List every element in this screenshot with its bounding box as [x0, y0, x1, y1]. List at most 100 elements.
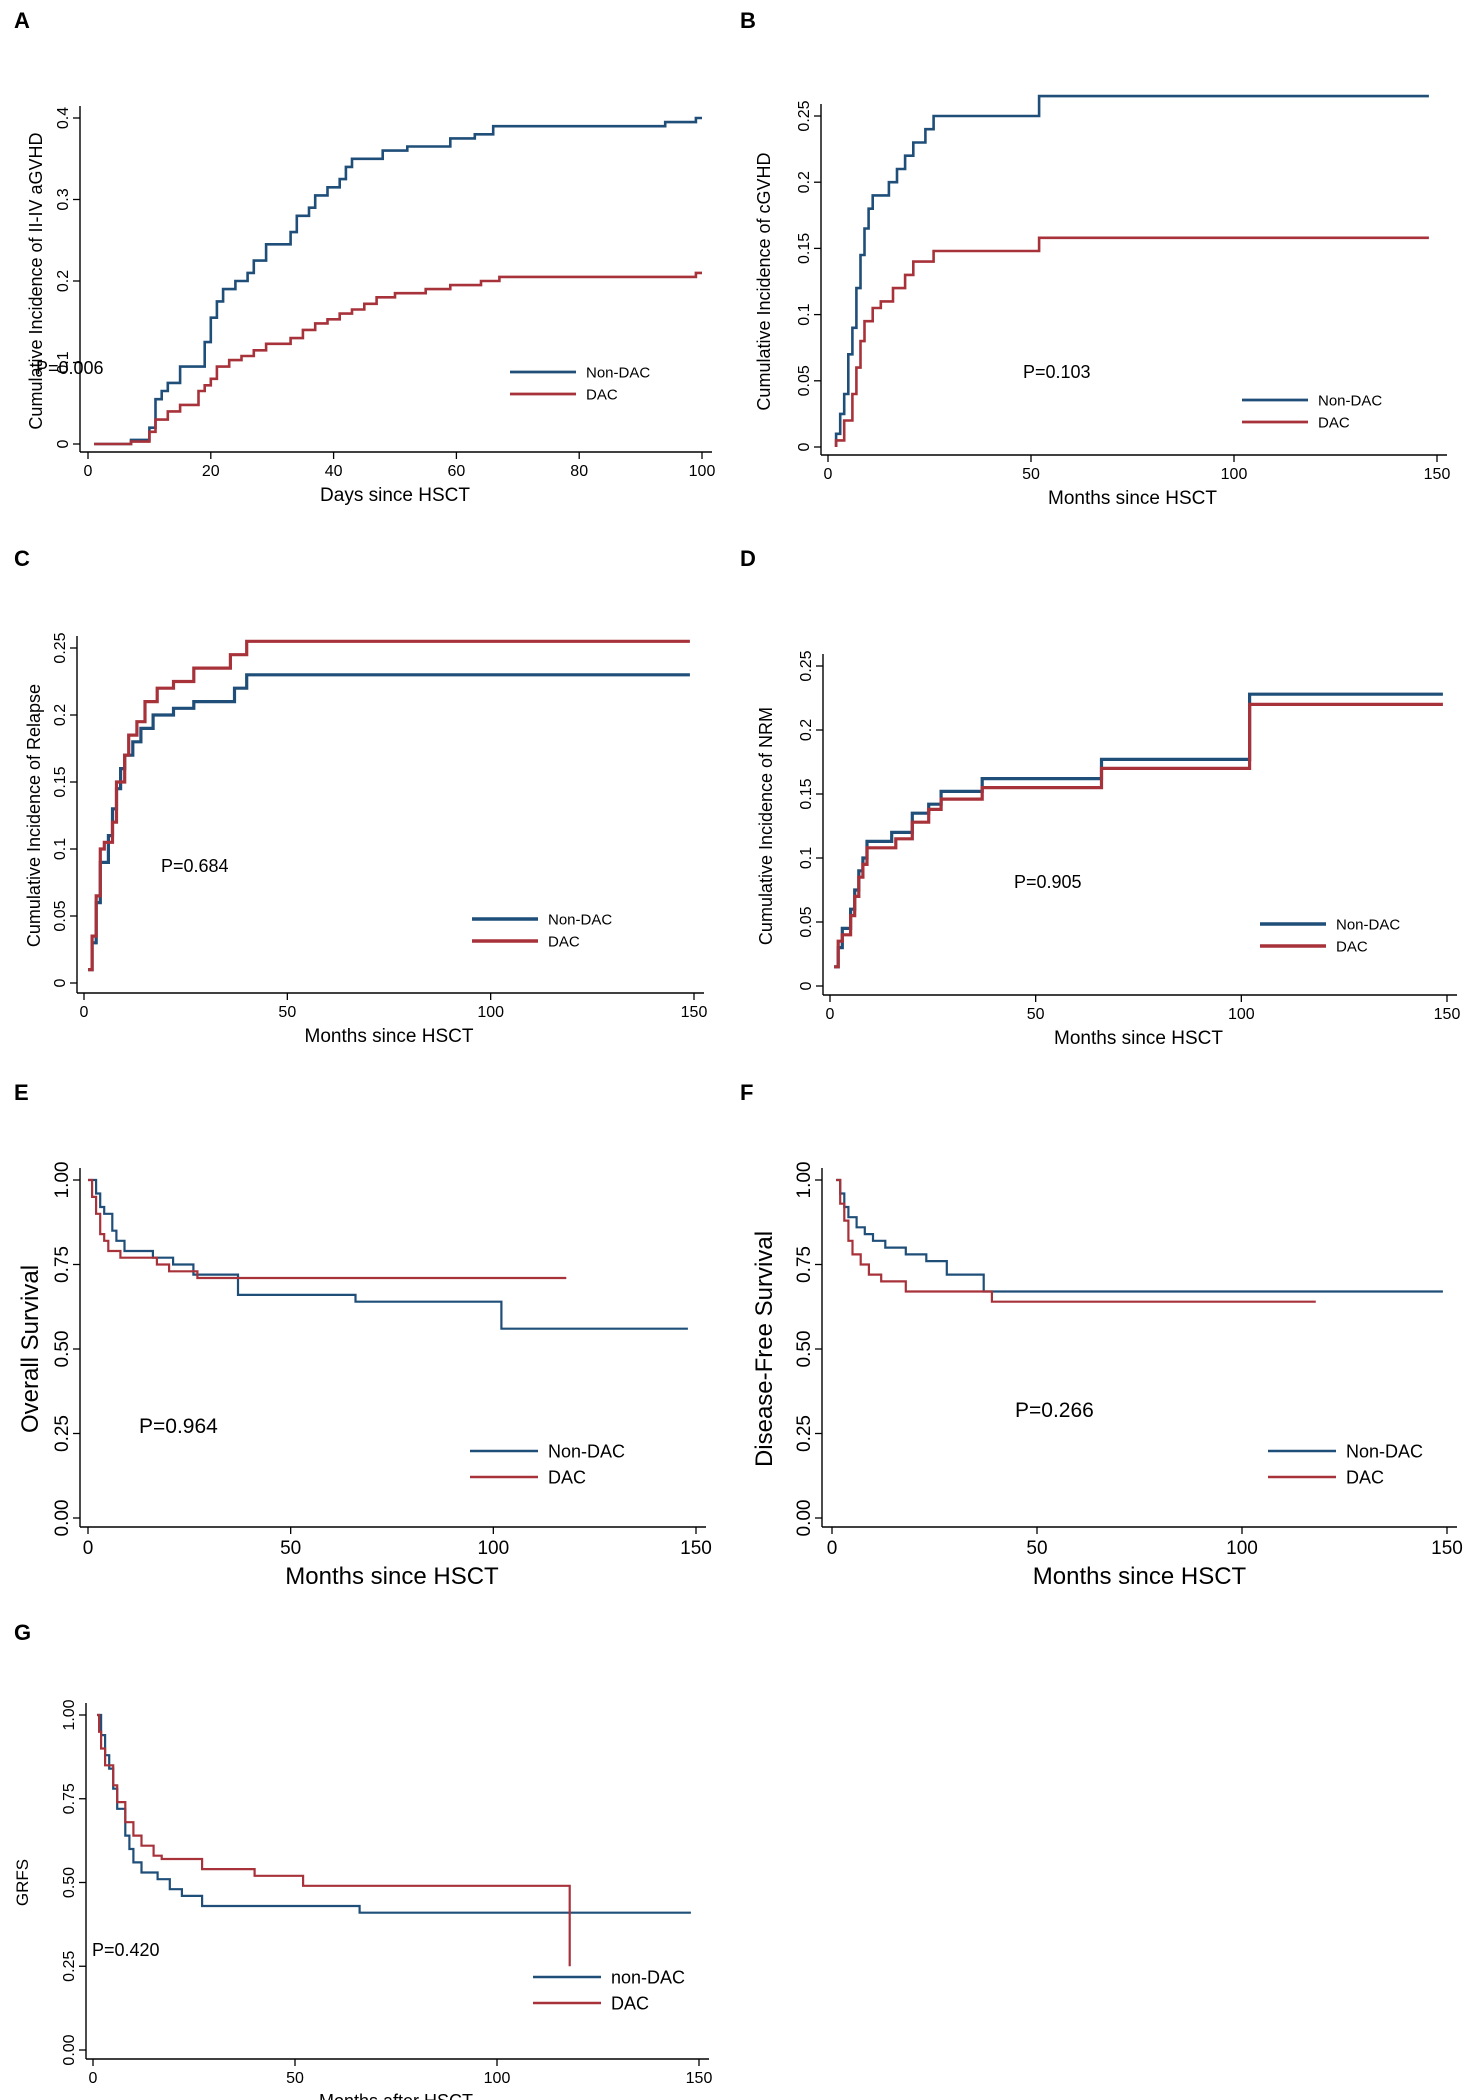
- y-tick-label: 0.2: [796, 171, 813, 193]
- panel-letter: F: [740, 1080, 753, 1105]
- legend-label: Non-DAC: [548, 1441, 625, 1461]
- x-tick-label: 0: [826, 1006, 835, 1023]
- y-tick-label: 0: [796, 442, 813, 451]
- x-tick-label: 150: [681, 1004, 708, 1021]
- x-tick-label: 50: [1027, 1006, 1045, 1023]
- y-tick-label: 0.15: [52, 766, 69, 797]
- x-tick-label: 100: [1228, 1006, 1255, 1023]
- legend-label: non-DAC: [611, 1967, 685, 1987]
- panel-letter: B: [740, 8, 756, 33]
- x-axis-title: Months since HSCT: [1054, 1028, 1223, 1049]
- p-value-label: P=0.103: [1023, 362, 1091, 382]
- y-tick-label: 0.25: [794, 1415, 815, 1452]
- x-tick-label: 150: [1434, 1006, 1461, 1023]
- y-tick-label: 0.05: [52, 900, 69, 931]
- series-line-non-dac: [836, 1178, 1443, 1293]
- y-tick-label: 0.2: [52, 704, 69, 726]
- x-axis-title: Months since HSCT: [305, 1026, 474, 1047]
- legend-label: DAC: [548, 933, 580, 950]
- x-tick-label: 100: [1226, 1538, 1258, 1559]
- y-tick-label: 0.3: [55, 188, 72, 210]
- y-tick-label: 0.1: [796, 303, 813, 325]
- series-line-dac: [834, 702, 1443, 969]
- p-value-label: P=0.006: [36, 358, 104, 378]
- y-tick-label: 0.05: [798, 906, 815, 937]
- legend-label: DAC: [1318, 414, 1350, 431]
- chart-panel-d: D 0 50 100 150 0 0.05 0.1 0.15 0.2 0.25 Months sinc…: [740, 546, 1460, 1049]
- legend-label: DAC: [548, 1467, 586, 1487]
- y-tick-label: 0: [798, 981, 815, 990]
- chart-panel-c: C 0 50 100 150 0 0.05 0.1 0.15 0.2 0.25 Months sinc…: [14, 546, 707, 1047]
- x-tick-label: 50: [278, 1004, 296, 1021]
- x-axis-title: Months after HSCT: [319, 2091, 473, 2100]
- chart-panel-b: B 0 50 100 150 0 0.05 0.1 0.15 0.2 0.25 Months sinc…: [740, 8, 1450, 509]
- x-tick-label: 0: [83, 1538, 94, 1559]
- y-tick-label: 0.50: [52, 1331, 73, 1368]
- p-value-label: P=0.964: [139, 1415, 218, 1438]
- x-tick-label: 150: [1431, 1538, 1463, 1559]
- y-tick-label: 0.25: [61, 1951, 78, 1982]
- x-tick-label: 50: [286, 2070, 304, 2087]
- x-tick-label: 100: [689, 463, 716, 480]
- series-line-dac: [836, 1178, 1316, 1303]
- y-tick-label: 0.00: [52, 1500, 73, 1537]
- y-tick-label: 0.75: [52, 1246, 73, 1283]
- y-tick-label: 1.00: [794, 1162, 815, 1199]
- panel-letter: G: [14, 1620, 31, 1645]
- x-axis-title: Days since HSCT: [320, 485, 470, 506]
- legend-label: Non-DAC: [586, 364, 650, 381]
- y-tick-label: 0.15: [798, 778, 815, 809]
- x-tick-label: 50: [1022, 466, 1040, 483]
- x-tick-label: 150: [1424, 466, 1451, 483]
- series-line-non-dac: [94, 116, 702, 446]
- y-axis-title: GRFS: [13, 1859, 32, 1906]
- y-tick-label: 0.25: [52, 632, 69, 663]
- p-value-label: P=0.266: [1015, 1399, 1094, 1422]
- y-axis-title: Overall Survival: [17, 1265, 44, 1433]
- x-tick-label: 100: [477, 1004, 504, 1021]
- x-tick-label: 0: [80, 1004, 89, 1021]
- series-line-dac: [88, 639, 690, 972]
- x-tick-label: 100: [477, 1538, 509, 1559]
- p-value-label: P=0.420: [92, 1940, 160, 1960]
- series-line-dac: [97, 1713, 571, 1967]
- y-tick-label: 0.1: [52, 838, 69, 860]
- x-tick-label: 50: [280, 1538, 301, 1559]
- y-tick-label: 0.00: [794, 1500, 815, 1537]
- x-tick-label: 20: [202, 463, 220, 480]
- y-tick-label: 0.25: [798, 650, 815, 681]
- y-tick-label: 0.1: [798, 847, 815, 869]
- y-axis-title: Cumulative Incidence of Relapse: [24, 684, 44, 947]
- y-tick-label: 0.25: [796, 100, 813, 131]
- y-tick-label: 0.50: [794, 1331, 815, 1368]
- x-tick-label: 0: [89, 2070, 98, 2087]
- p-value-label: P=0.684: [161, 856, 229, 876]
- x-tick-label: 150: [680, 1538, 712, 1559]
- legend-label: Non-DAC: [1346, 1441, 1423, 1461]
- x-tick-label: 150: [686, 2070, 713, 2087]
- y-tick-label: 0.00: [61, 2034, 78, 2065]
- panel-letter: E: [14, 1080, 29, 1105]
- x-axis-title: Months since HSCT: [1033, 1563, 1247, 1590]
- x-tick-label: 40: [325, 463, 343, 480]
- y-tick-label: 0: [52, 978, 69, 987]
- chart-panel-g: G 0 50 100 150 0.00 0.25 0.50 0.75 1.00 Months aft…: [13, 1620, 712, 2100]
- panel-letter: A: [14, 8, 30, 33]
- y-axis-title: Cumulative Incidence of NRM: [756, 707, 776, 945]
- y-tick-label: 0.75: [61, 1783, 78, 1814]
- y-tick-label: 1.00: [61, 1699, 78, 1730]
- x-tick-label: 0: [827, 1538, 838, 1559]
- series-line-dac: [88, 1178, 567, 1280]
- legend-label: DAC: [611, 1993, 649, 2013]
- legend-label: DAC: [586, 386, 618, 403]
- chart-panel-f: F 0 50 100 150 0.00 0.25 0.50 0.75 1.00 Months sin…: [740, 1080, 1463, 1590]
- x-tick-label: 0: [84, 463, 93, 480]
- x-axis-title: Months since HSCT: [1048, 488, 1217, 509]
- panel-letter: D: [740, 546, 756, 571]
- legend-label: DAC: [1346, 1467, 1384, 1487]
- series-line-non-dac: [88, 1178, 688, 1330]
- chart-panel-e: E 0 50 100 150 0.00 0.25 0.50 0.75 1.00 Months sin…: [14, 1080, 712, 1590]
- y-tick-label: 0.15: [796, 233, 813, 264]
- legend-label: DAC: [1336, 938, 1368, 955]
- y-tick-label: 0: [55, 439, 72, 448]
